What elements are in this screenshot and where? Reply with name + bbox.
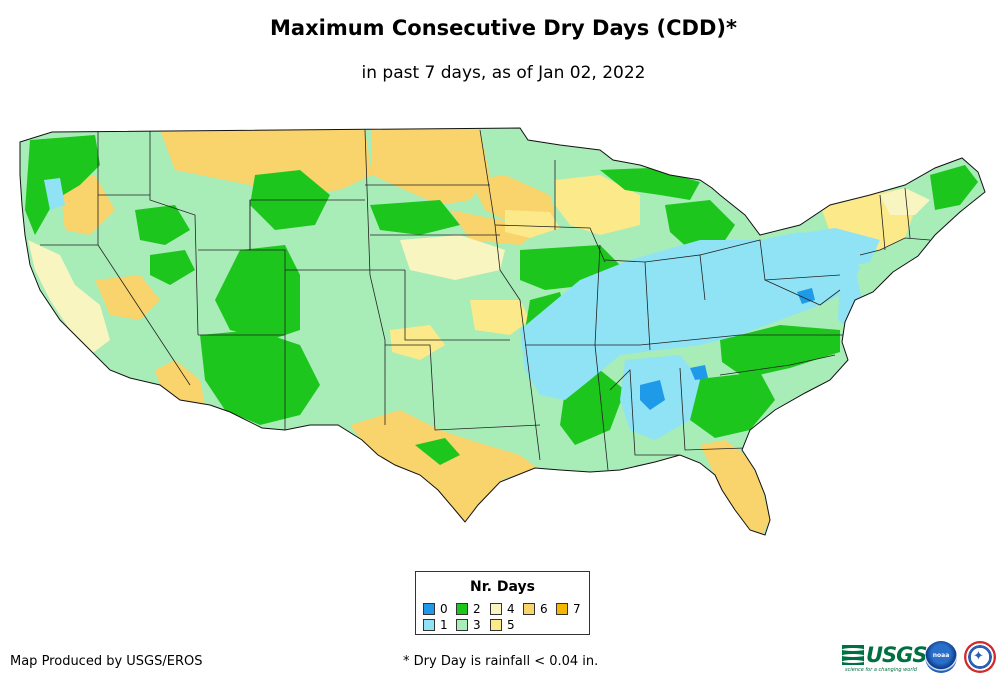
legend-label: 7 (573, 602, 581, 616)
legend-label: 2 (473, 602, 481, 616)
legend-label: 3 (473, 618, 481, 632)
usgs-logo-text: USGS (866, 643, 928, 667)
legend-title: Nr. Days (470, 579, 535, 595)
legend-label: 6 (540, 602, 548, 616)
usgs-wave-icon (842, 645, 864, 665)
legend-swatch (456, 619, 468, 631)
cdd-4-zones (28, 188, 930, 355)
legend-swatch (490, 603, 502, 615)
usgs-tagline: science for a changing world (845, 667, 917, 673)
dry-days-raster (20, 128, 985, 535)
legend-item: 0 (423, 603, 448, 615)
legend-item: 4 (490, 603, 515, 615)
map-title: Maximum Consecutive Dry Days (CDD)* (270, 16, 737, 40)
legend-swatch (423, 603, 435, 615)
legend-item: 7 (556, 603, 581, 615)
state-boundaries (40, 129, 931, 471)
legend-label: 1 (440, 618, 448, 632)
cdd-1-zones (44, 178, 880, 440)
noaa-logo-icon (925, 641, 957, 673)
legend-swatch (523, 603, 535, 615)
legend-item: 3 (456, 619, 481, 631)
legend-swatch (456, 603, 468, 615)
nws-star-icon: ✦ (973, 649, 984, 664)
noaa-logo-text: noaa (932, 652, 950, 659)
map-legend: Nr. Days 0 1 2 3 4 5 6 7 (415, 571, 590, 635)
legend-label: 0 (440, 602, 448, 616)
legend-label: 5 (507, 618, 515, 632)
legend-item: 5 (490, 619, 515, 631)
legend-swatch (490, 619, 502, 631)
legend-item: 2 (456, 603, 481, 615)
cdd-6-zones (60, 130, 770, 535)
producer-credit: Map Produced by USGS/EROS (10, 654, 203, 669)
legend-label: 4 (507, 602, 515, 616)
map-subtitle: in past 7 days, as of Jan 02, 2022 (361, 63, 646, 83)
legend-item: 6 (523, 603, 548, 615)
legend-swatch (556, 603, 568, 615)
dry-day-footnote: * Dry Day is rainfall < 0.04 in. (403, 654, 599, 669)
legend-swatch (423, 619, 435, 631)
cdd-5-zones (390, 175, 915, 360)
cdd-0-zones (640, 288, 815, 410)
nws-logo-icon (964, 641, 996, 673)
legend-item: 1 (423, 619, 448, 631)
usgs-logo-icon: USGS (842, 642, 928, 668)
